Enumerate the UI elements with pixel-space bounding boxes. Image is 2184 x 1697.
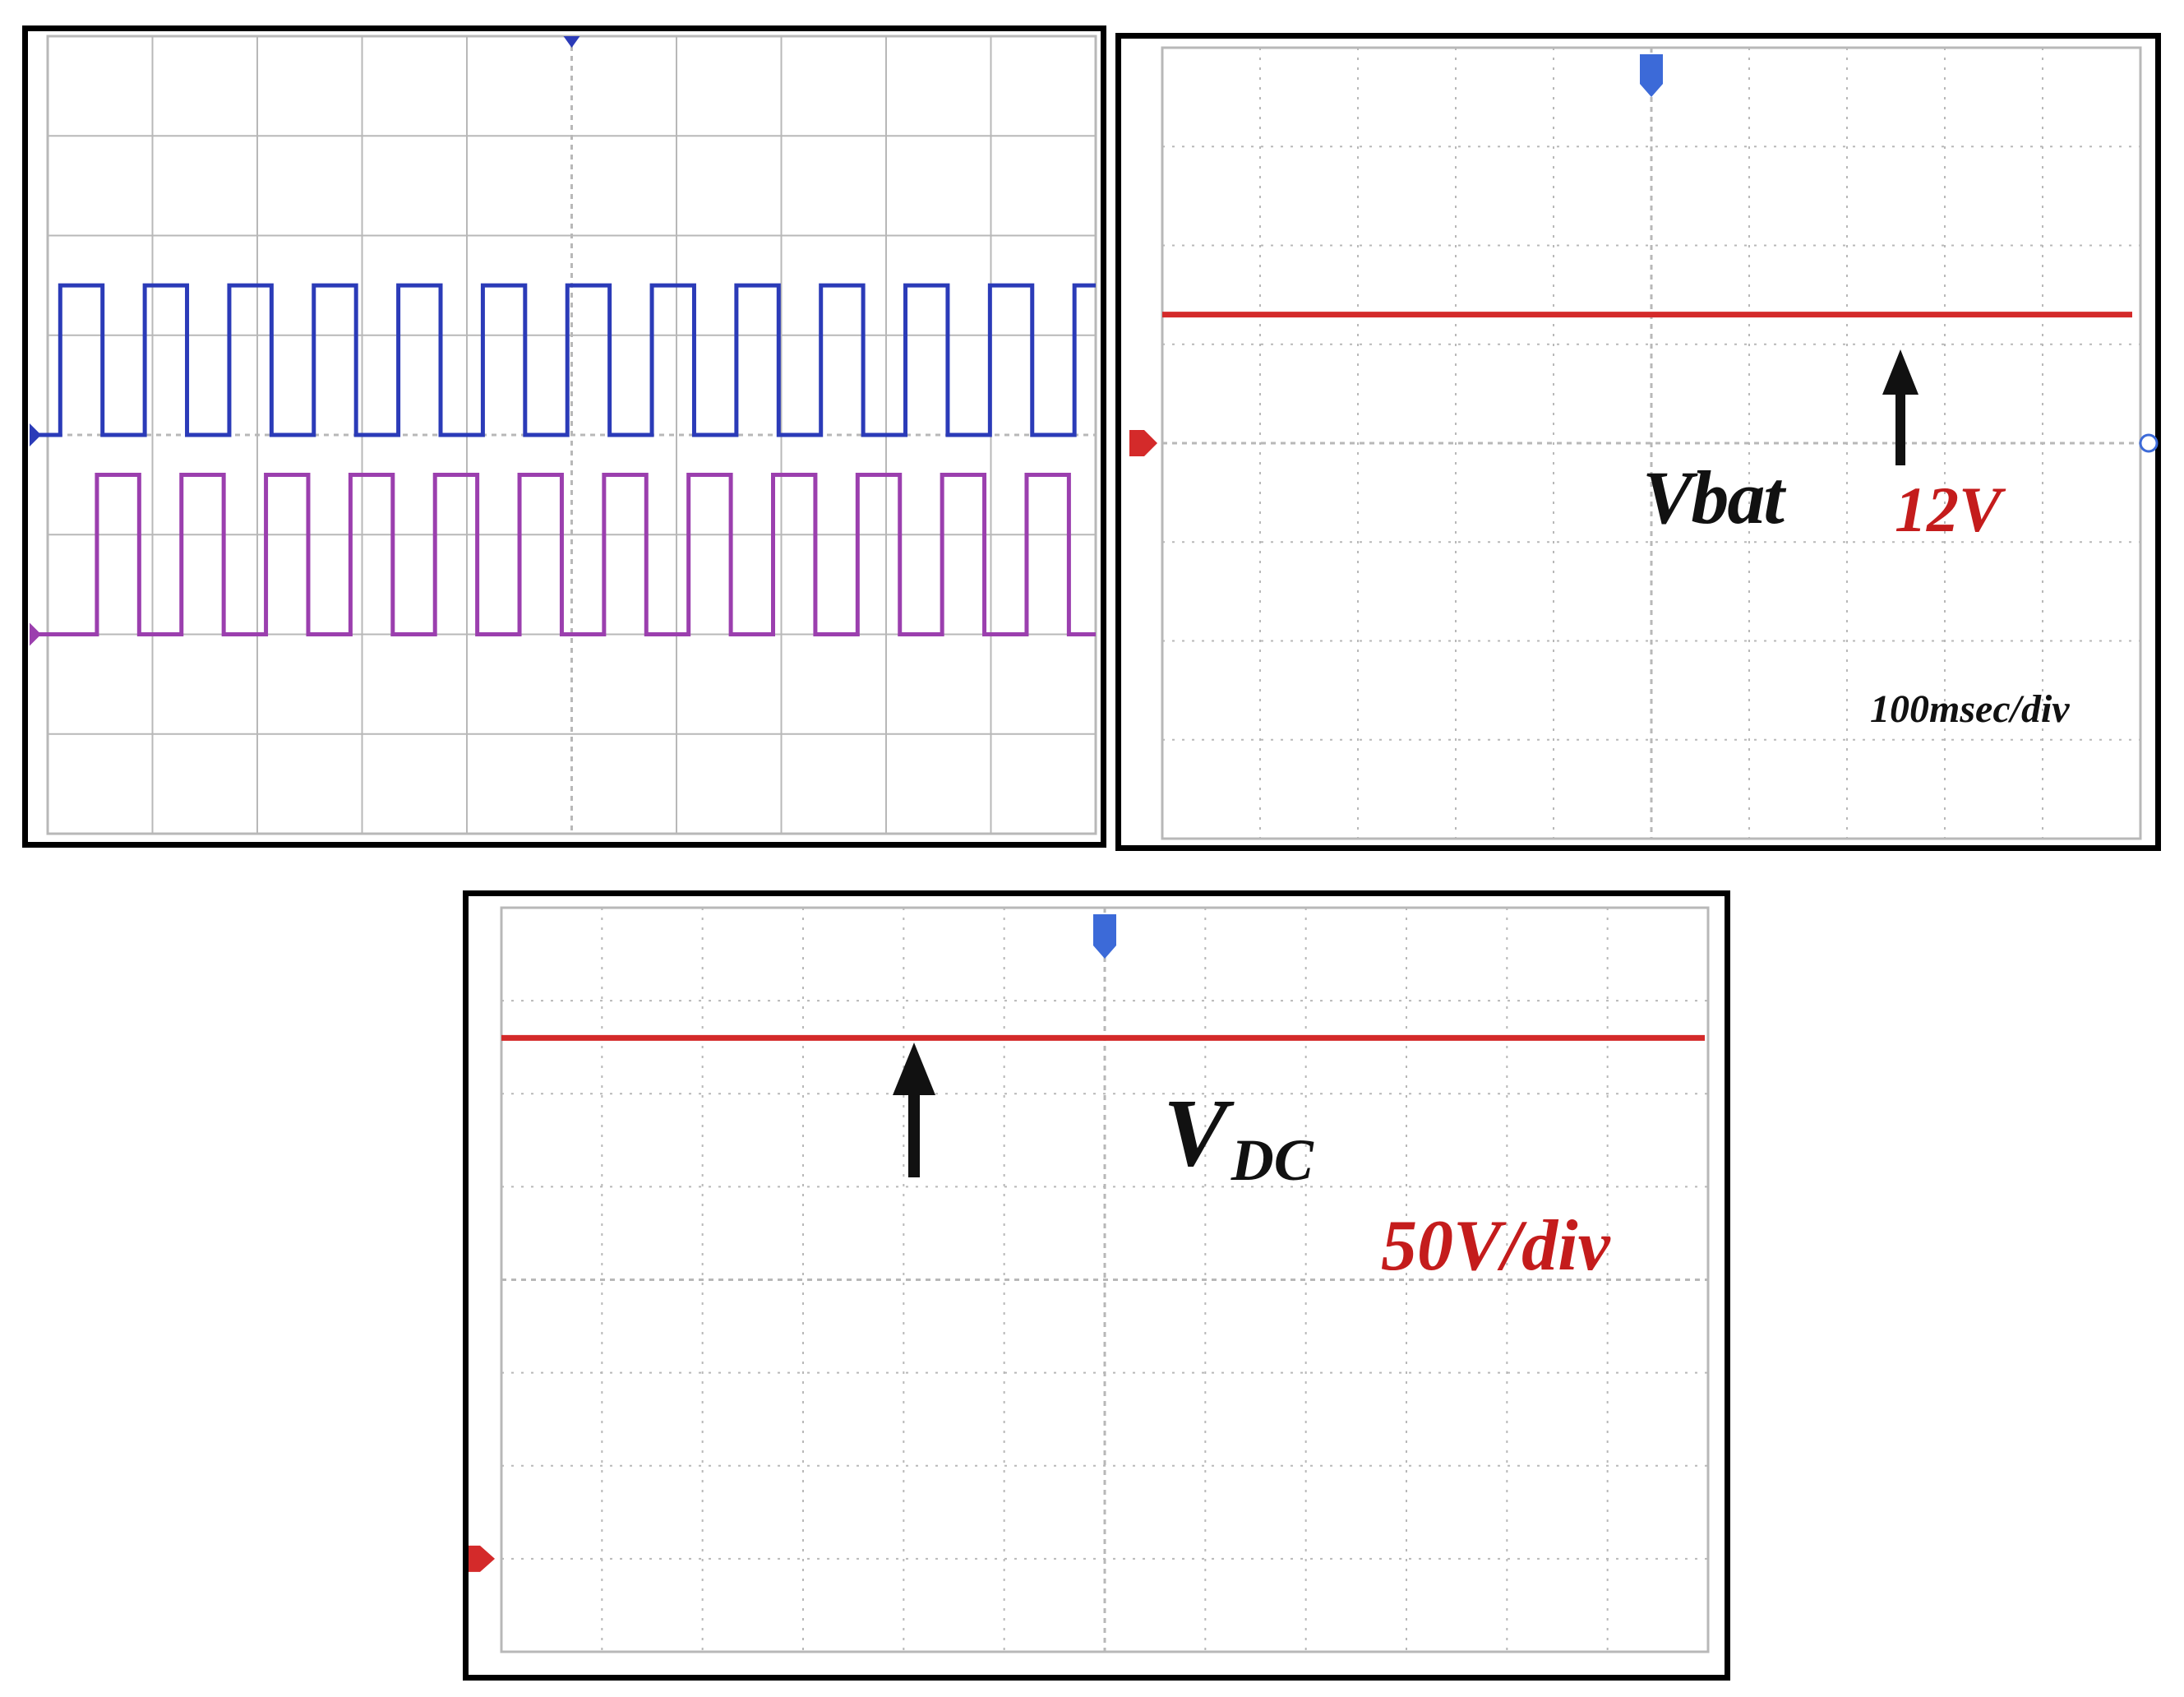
vbat-arrow-head xyxy=(1882,349,1919,395)
trigger-marker-b xyxy=(1640,54,1663,97)
pulse-series-2 xyxy=(38,473,1096,636)
pulse-series-1 xyxy=(38,283,1096,437)
channel-marker-1 xyxy=(30,423,41,446)
vdc-arrow-head xyxy=(893,1043,935,1095)
vbat-value-label: 12V xyxy=(1895,474,2002,545)
cursor-marker-b xyxy=(2139,433,2159,453)
trigger-marker-c xyxy=(1093,914,1116,959)
timebase-label: 100msec/div xyxy=(1870,687,2070,731)
ground-marker-c xyxy=(469,1545,495,1572)
channel-marker-2 xyxy=(30,622,41,646)
vdc-scale-label: 50V/div xyxy=(1381,1206,1610,1286)
vdc-signal-label: VDC xyxy=(1163,1079,1314,1193)
vdc-subscript: DC xyxy=(1231,1127,1314,1193)
trigger-marker-a xyxy=(563,36,580,48)
waveform-panel-dc-link-voltage xyxy=(463,890,1730,1681)
vbat-signal-label: Vbat xyxy=(1642,455,1785,539)
ground-marker-b xyxy=(1129,430,1157,456)
